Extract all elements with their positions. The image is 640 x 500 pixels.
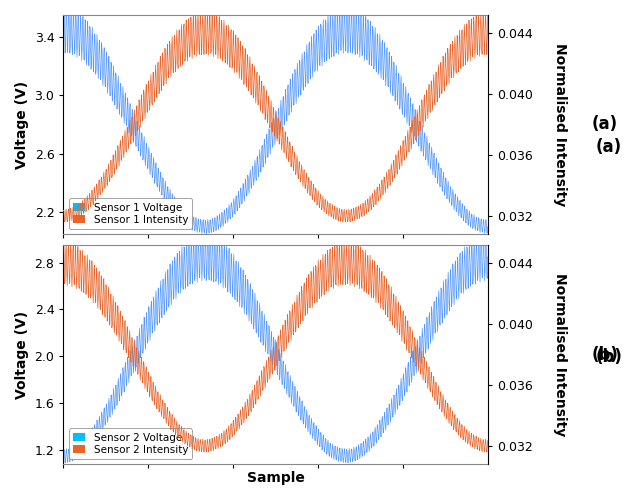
Text: (a): (a) [592,116,618,134]
Y-axis label: Voltage (V): Voltage (V) [15,310,29,398]
Text: (b): (b) [595,348,622,366]
Legend: Sensor 2 Voltage, Sensor 2 Intensity: Sensor 2 Voltage, Sensor 2 Intensity [68,428,193,459]
Y-axis label: Voltage (V): Voltage (V) [15,80,29,168]
Y-axis label: Normalised Intensity: Normalised Intensity [554,43,568,206]
X-axis label: Sample: Sample [246,471,305,485]
Legend: Sensor 1 Voltage, Sensor 1 Intensity: Sensor 1 Voltage, Sensor 1 Intensity [68,198,193,229]
Text: (b): (b) [592,346,619,364]
Text: (a): (a) [595,138,621,156]
Y-axis label: Normalised Intensity: Normalised Intensity [554,273,568,436]
